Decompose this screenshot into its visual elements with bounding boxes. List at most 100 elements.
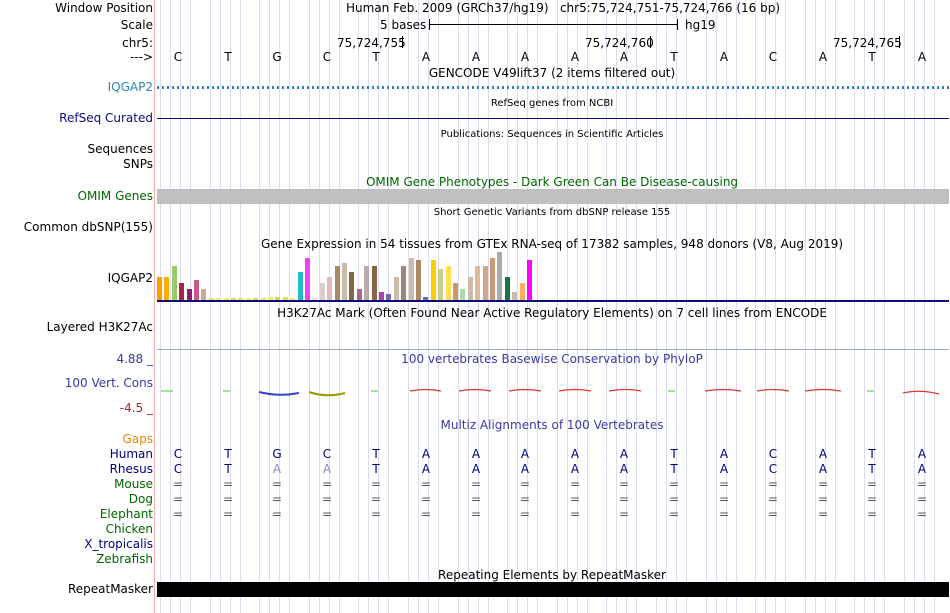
gtex-tissue-bar[interactable] [423,297,429,300]
species-label[interactable]: Human [109,447,153,461]
dbsnp-label[interactable]: Common dbSNP(155) [23,220,153,234]
gtex-tissue-bar[interactable] [319,283,325,300]
gtex-tissue-bar[interactable] [497,252,503,300]
species-label[interactable]: Dog [128,492,153,506]
repeatmasker-feature[interactable] [157,582,949,597]
gtex-tissue-bar[interactable] [290,298,296,300]
gtex-gene-label[interactable]: IQGAP2 [107,271,153,285]
gtex-tissue-bar[interactable] [334,266,340,300]
gencode-track-title[interactable]: GENCODE V49lift37 (2 items filtered out) [428,66,676,80]
species-label[interactable]: Elephant [99,507,153,521]
base-letter: A [719,50,729,64]
gtex-tissue-bar[interactable] [231,298,236,300]
alignment-base: = [321,507,333,521]
species-label[interactable]: Chicken [105,522,153,536]
base-gridline [656,0,657,613]
omim-feature[interactable] [157,189,949,204]
gtex-tissue-bar[interactable] [275,297,281,300]
gtex-tissue-bar[interactable] [253,298,259,300]
alignment-base: = [817,492,829,506]
sequences-label[interactable]: Sequences [87,142,153,156]
dbsnp-track-title[interactable]: Short Genetic Variants from dbSNP releas… [433,207,671,218]
gtex-tissue-bar[interactable] [305,258,310,300]
gtex-tissue-bar[interactable] [482,266,488,300]
gtex-tissue-bar[interactable] [260,298,266,300]
iqgap2-gene-label[interactable]: IQGAP2 [107,80,153,94]
cons-mark [804,388,842,392]
gtex-tissue-bar[interactable] [282,297,288,300]
h3k27ac-track-title[interactable]: H3K27Ac Mark (Often Found Near Active Re… [277,306,827,320]
alignment-base: A [917,447,927,461]
gtex-tissue-bar[interactable] [171,266,177,300]
gtex-tissue-bar[interactable] [223,298,229,300]
snps-label[interactable]: SNPs [123,157,153,171]
cons-mark [508,388,542,392]
base-gridline [874,0,875,613]
iqgap2-gene-feature[interactable] [157,86,949,89]
h3k27ac-label[interactable]: Layered H3K27Ac [46,320,153,334]
gtex-tissue-bar[interactable] [386,294,392,300]
repeatmasker-track-title[interactable]: Repeating Elements by RepeatMasker [438,568,666,582]
multiz-track-title[interactable]: Multiz Alignments of 100 Vertebrates [440,418,664,432]
refseq-track-title[interactable]: RefSeq genes from NCBI [490,98,614,109]
gtex-tissue-bar[interactable] [245,298,251,300]
refseq-feature[interactable] [157,118,949,119]
publications-track-title[interactable]: Publications: Sequences in Scientific Ar… [440,129,664,140]
gtex-tissue-bar[interactable] [512,292,518,300]
gtex-tissue-bar[interactable] [430,260,436,300]
gtex-tissue-bar[interactable] [519,283,525,300]
gtex-tissue-bar[interactable] [453,283,458,300]
gtex-tissue-bar[interactable] [364,266,370,300]
gtex-tissue-bar[interactable] [164,277,170,300]
omim-track-title[interactable]: OMIM Gene Phenotypes - Dark Green Can Be… [365,175,739,189]
gtex-tissue-bar[interactable] [312,298,318,300]
gtex-tissue-bar[interactable] [445,266,451,300]
alignment-base: T [372,462,380,476]
gtex-track-title[interactable]: Gene Expression in 54 tissues from GTEx … [260,237,844,251]
gtex-tissue-bar[interactable] [438,269,444,300]
base-letter: A [421,50,431,64]
species-label[interactable]: Rhesus [109,462,153,476]
cons-mark [458,388,492,392]
gtex-tissue-bar[interactable] [297,272,303,300]
gtex-tissue-bar[interactable] [467,277,473,300]
gtex-tissue-bar[interactable] [416,260,421,300]
base-gridline [478,0,479,613]
conservation-track-title[interactable]: 100 vertebrates Basewise Conservation by… [401,352,703,366]
species-label[interactable]: Zebrafish [96,552,153,566]
gtex-tissue-bar[interactable] [408,258,414,300]
gtex-tissue-bar[interactable] [157,277,162,300]
refseq-label[interactable]: RefSeq Curated [59,111,153,125]
alignment-base: A [818,447,828,461]
gtex-bar-chart[interactable] [157,252,557,300]
repeatmasker-label[interactable]: RepeatMasker [67,582,153,596]
gtex-tissue-bar[interactable] [216,298,222,300]
omim-label[interactable]: OMIM Genes [77,189,153,203]
gtex-tissue-bar[interactable] [194,280,199,300]
gtex-tissue-bar[interactable] [201,289,207,300]
alignment-base: T [372,447,380,461]
gtex-tissue-bar[interactable] [379,292,384,300]
species-label[interactable]: Mouse [114,477,153,491]
gtex-tissue-bar[interactable] [460,289,466,300]
gtex-tissue-bar[interactable] [327,277,333,300]
gtex-tissue-bar[interactable] [186,289,192,300]
species-label[interactable]: X_tropicalis [84,537,153,551]
gtex-tissue-bar[interactable] [179,283,185,300]
gtex-tissue-bar[interactable] [401,266,407,300]
gtex-tissue-bar[interactable] [393,277,399,300]
gtex-tissue-bar[interactable] [342,263,347,300]
gtex-tissue-bar[interactable] [268,297,273,300]
gtex-tissue-bar[interactable] [238,298,244,300]
gtex-tissue-bar[interactable] [356,289,362,300]
gtex-tissue-bar[interactable] [504,277,510,300]
gtex-tissue-bar[interactable] [371,266,377,300]
gtex-tissue-bar[interactable] [490,258,495,300]
alignment-base: = [916,492,928,506]
conservation-wiggle[interactable] [155,380,950,402]
gtex-tissue-bar[interactable] [208,298,214,300]
gtex-tissue-bar[interactable] [349,272,355,300]
gtex-tissue-bar[interactable] [475,266,481,300]
gtex-tissue-bar[interactable] [527,260,532,300]
conservation-label[interactable]: 100 Vert. Cons [64,376,153,390]
